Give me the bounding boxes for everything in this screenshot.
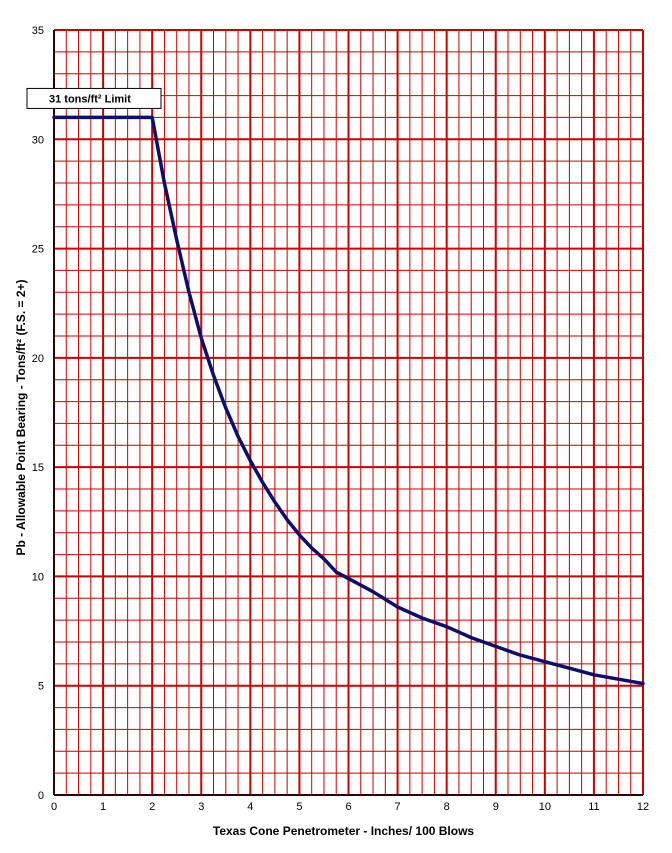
annotation-layer: 31 tons/ft² Limit (26, 87, 162, 109)
y-tick-label: 25 (32, 244, 44, 256)
x-tick-label: 0 (51, 801, 57, 813)
x-tick-label: 3 (198, 801, 204, 813)
y-axis-title: Pb - Allowable Point Bearing - Tons/ft² … (14, 279, 28, 555)
y-tick-labels: 0 5 10 15 20 25 30 35 (32, 25, 44, 802)
y-tick-label: 20 (32, 353, 44, 365)
x-tick-label: 12 (637, 801, 649, 813)
limit-annotation-label: 31 tons/ft² Limit (49, 93, 131, 105)
x-tick-label: 1 (100, 801, 106, 813)
x-tick-label: 9 (493, 801, 499, 813)
series-layer (52, 115, 645, 686)
x-tick-label: 11 (588, 801, 599, 813)
y-tick-label: 5 (38, 681, 44, 693)
x-tick-label: 4 (247, 801, 253, 813)
series-line (52, 115, 645, 686)
y-tick-label: 35 (32, 25, 44, 37)
y-tick-label: 30 (32, 134, 44, 146)
x-tick-label: 6 (345, 801, 351, 813)
x-tick-label: 8 (444, 801, 450, 813)
x-tick-label: 10 (539, 801, 551, 813)
x-tick-label: 5 (296, 801, 302, 813)
x-axis-title: Texas Cone Penetrometer - Inches/ 100 Bl… (213, 824, 475, 838)
x-tick-label: 7 (395, 801, 401, 813)
y-tick-label: 0 (38, 790, 44, 802)
x-tick-label: 2 (149, 801, 155, 813)
grid (53, 29, 644, 796)
y-tick-label: 10 (32, 571, 44, 583)
x-tick-labels: 0 1 2 3 4 5 6 7 8 9 10 11 12 (51, 801, 649, 813)
y-tick-label: 15 (32, 462, 44, 474)
limit-annotation-box (26, 87, 162, 109)
